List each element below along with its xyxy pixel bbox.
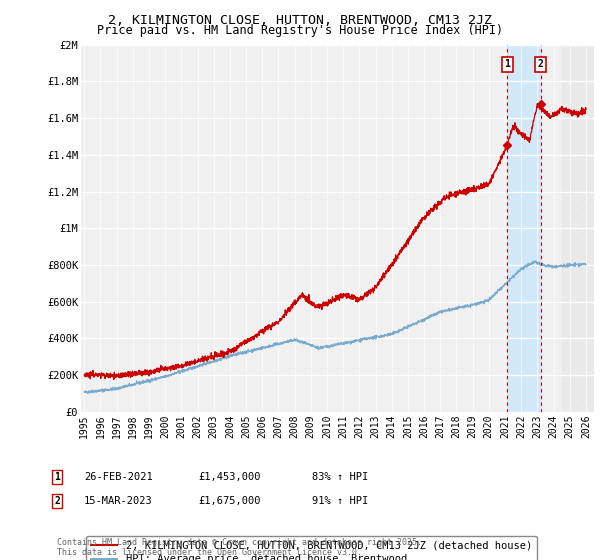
Text: £1,675,000: £1,675,000: [198, 496, 260, 506]
Text: 2, KILMINGTON CLOSE, HUTTON, BRENTWOOD, CM13 2JZ: 2, KILMINGTON CLOSE, HUTTON, BRENTWOOD, …: [108, 14, 492, 27]
Bar: [508, 45, 541, 412]
Text: 91% ↑ HPI: 91% ↑ HPI: [312, 496, 368, 506]
Text: 1: 1: [54, 472, 60, 482]
Legend: 2, KILMINGTON CLOSE, HUTTON, BRENTWOOD, CM13 2JZ (detached house), HPI: Average : 2, KILMINGTON CLOSE, HUTTON, BRENTWOOD, …: [86, 535, 537, 560]
Text: 2: 2: [54, 496, 60, 506]
Text: Contains HM Land Registry data © Crown copyright and database right 2025.
This d: Contains HM Land Registry data © Crown c…: [57, 538, 422, 557]
Text: 2: 2: [538, 59, 544, 69]
Bar: [562, 45, 594, 412]
Text: 1: 1: [505, 59, 511, 69]
Text: Price paid vs. HM Land Registry's House Price Index (HPI): Price paid vs. HM Land Registry's House …: [97, 24, 503, 37]
Text: 26-FEB-2021: 26-FEB-2021: [84, 472, 153, 482]
Text: £1,453,000: £1,453,000: [198, 472, 260, 482]
Text: 83% ↑ HPI: 83% ↑ HPI: [312, 472, 368, 482]
Text: 15-MAR-2023: 15-MAR-2023: [84, 496, 153, 506]
